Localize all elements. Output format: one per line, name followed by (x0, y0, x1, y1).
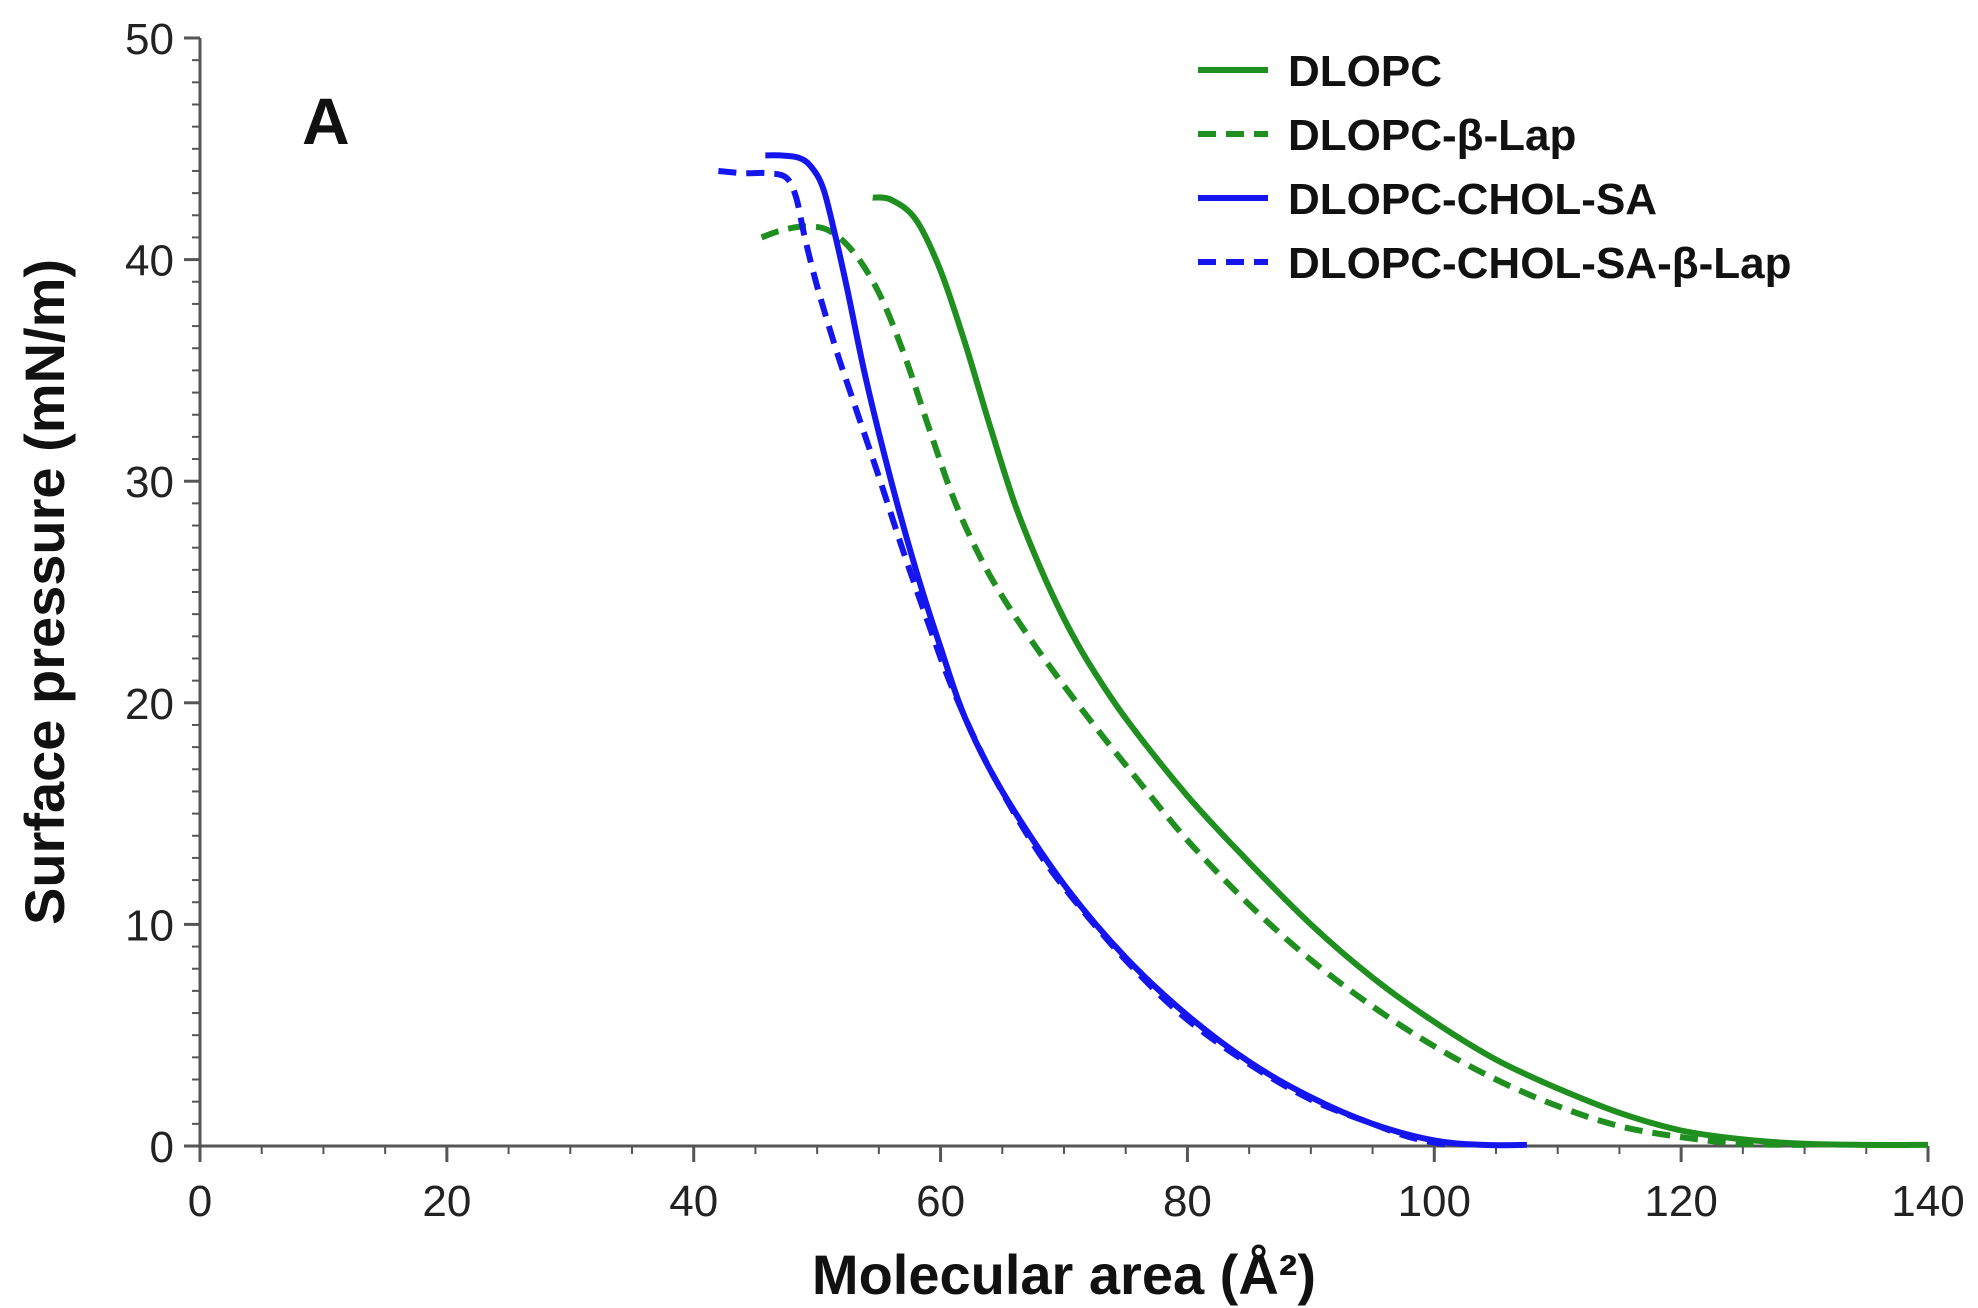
y-axis-title: Surface pressure (mN/m) (13, 259, 76, 925)
x-tick-label: 120 (1644, 1177, 1717, 1226)
y-tick-label: 0 (150, 1123, 174, 1172)
x-tick-label: 100 (1398, 1177, 1471, 1226)
x-ticks: 0 20 40 60 80 100 120 140 (188, 1146, 1965, 1226)
y-tick-label: 20 (125, 680, 174, 729)
legend-label-dlopc-chol-sa-b-lap: DLOPC-CHOL-SA-β-Lap (1288, 239, 1791, 288)
series-line-2 (765, 152, 1527, 1149)
x-tick-label: 0 (188, 1177, 212, 1226)
minor-ticks (192, 37, 1929, 1154)
y-tick-label: 30 (125, 458, 174, 507)
series-line-1 (760, 223, 1805, 1148)
legend-label-dlopc: DLOPC (1288, 47, 1442, 96)
panel-label: A (302, 84, 350, 158)
legend-label-dlopc-b-lap: DLOPC-β-Lap (1288, 111, 1576, 160)
x-tick-label: 140 (1891, 1177, 1964, 1226)
x-tick-label: 60 (916, 1177, 965, 1226)
x-tick-label: 80 (1163, 1177, 1212, 1226)
series-line-3 (718, 168, 1448, 1148)
y-tick-label: 10 (125, 901, 174, 950)
y-tick-label: 40 (125, 237, 174, 286)
x-tick-label: 20 (422, 1177, 471, 1226)
series-lines (718, 152, 1929, 1149)
x-axis-title: Molecular area (Å²) (812, 1243, 1316, 1306)
legend: DLOPC DLOPC-β-Lap DLOPC-CHOL-SA DLOPC-CH… (1198, 47, 1791, 288)
legend-label-dlopc-chol-sa: DLOPC-CHOL-SA (1288, 175, 1657, 224)
y-ticks: 0 10 20 30 40 50 (125, 15, 200, 1172)
y-tick-label: 50 (125, 15, 174, 64)
series-line-0 (872, 194, 1929, 1148)
x-tick-label: 40 (669, 1177, 718, 1226)
